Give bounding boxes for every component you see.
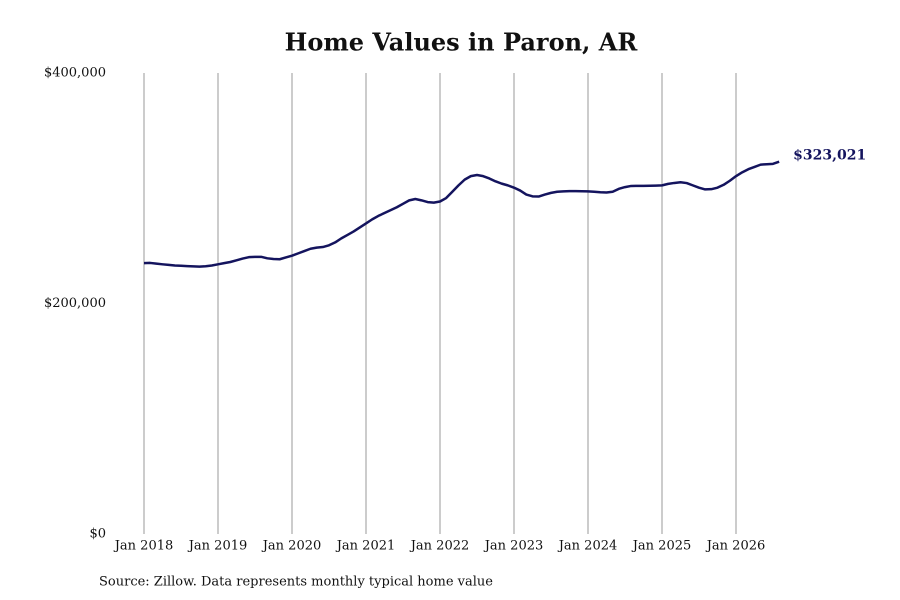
x-tick-label: Jan 2020: [261, 539, 322, 554]
x-tick-label: Jan 2026: [705, 539, 766, 554]
y-tick-label: $400,000: [44, 66, 106, 81]
x-tick-label: Jan 2019: [187, 539, 248, 554]
y-tick-label: $200,000: [44, 296, 106, 311]
x-tick-label: Jan 2022: [409, 539, 470, 554]
source-note: Source: Zillow. Data represents monthly …: [99, 575, 493, 590]
line: [143, 160, 780, 268]
x-tick-label: Jan 2025: [631, 539, 692, 554]
data-label: $323,021: [793, 148, 866, 164]
x-tick-label: Jan 2018: [113, 539, 174, 554]
chart-title: Home Values in Paron, AR: [285, 28, 639, 57]
x-tick-label: Jan 2024: [557, 539, 618, 554]
y-tick-label: $0: [89, 527, 106, 542]
x-tick-label: Jan 2023: [483, 539, 544, 554]
x-tick-label: Jan 2021: [335, 539, 396, 554]
